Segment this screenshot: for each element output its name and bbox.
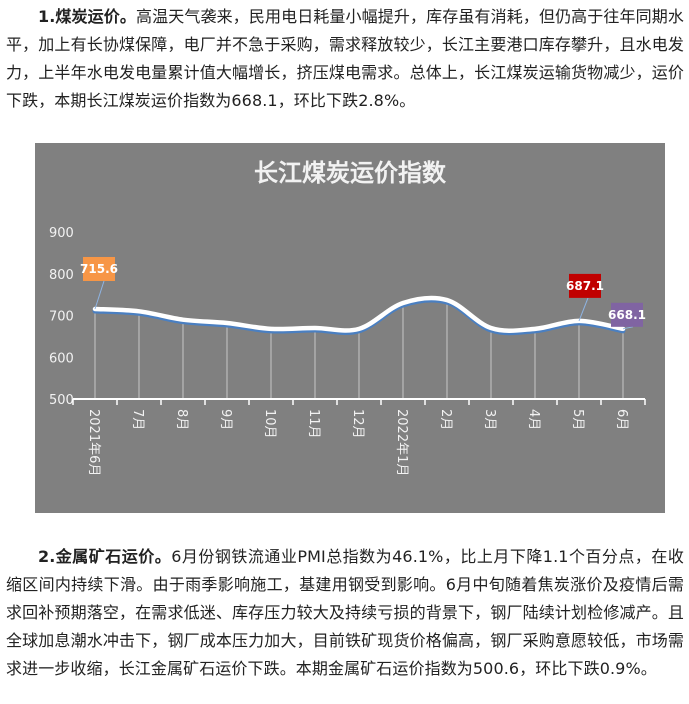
- x-tick-label: 8月: [174, 409, 189, 430]
- coal-freight-index-chart: 长江煤炭运价指数 500 600 700 800 900 2021年6月 7月 8月 9月 10…: [35, 143, 665, 513]
- y-tick-label: 500: [49, 393, 74, 408]
- metal-ore-freight-paragraph: 2.金属矿石运价。6月份钢铁流通业PMI总指数为46.1%，比上月下降1.1个百…: [6, 543, 684, 683]
- x-tick-label: 2021年6月: [86, 409, 101, 476]
- x-tick-label: 6月: [614, 409, 629, 430]
- data-label-leader: [622, 326, 634, 330]
- x-tick-label: 2月: [438, 409, 453, 430]
- x-tick-label: 12月: [350, 409, 365, 439]
- data-label-leader: [578, 297, 589, 322]
- data-label: 715.6: [80, 262, 118, 276]
- data-label: 668.1: [608, 308, 646, 322]
- y-tick-label: 800: [49, 268, 74, 283]
- coal-freight-paragraph: 1.煤炭运价。高温天气袭来，民用电日耗量小幅提升，库存虽有消耗，但仍高于往年同期…: [6, 3, 684, 115]
- x-tick-label: 9月: [218, 409, 233, 430]
- data-label: 687.1: [566, 279, 604, 293]
- x-tick-label: 4月: [526, 409, 541, 430]
- y-tick-label: 700: [49, 310, 74, 325]
- data-label-leader: [94, 280, 105, 310]
- x-tick-label: 3月: [482, 409, 497, 430]
- x-tick-label: 7月: [130, 409, 145, 430]
- x-tick-label: 2022年1月: [394, 409, 409, 476]
- paragraph-body: 6月份钢铁流通业PMI总指数为46.1%，比上月下降1.1个百分点，在收缩区间内…: [6, 547, 684, 678]
- paragraph-body: 高温天气袭来，民用电日耗量小幅提升，库存虽有消耗，但仍高于往年同期水平，加上有长…: [6, 7, 684, 110]
- data-label-box: [611, 302, 643, 327]
- x-tick-label: 10月: [262, 409, 277, 439]
- paragraph-heading: 2.金属矿石运价。: [38, 547, 172, 566]
- data-label-box: [83, 256, 115, 281]
- chart-title: 长江煤炭运价指数: [254, 159, 447, 187]
- paragraph-heading: 1.煤炭运价。: [38, 7, 137, 26]
- y-tick-label: 900: [49, 226, 74, 241]
- series-line: [92, 295, 626, 333]
- y-tick-label: 600: [49, 351, 74, 366]
- data-label-box: [569, 273, 601, 298]
- chart-svg: 长江煤炭运价指数 500 600 700 800 900 2021年6月 7月 8月 9月 10…: [49, 159, 646, 476]
- x-tick-label: 5月: [570, 409, 585, 430]
- x-tick-label: 11月: [306, 409, 321, 439]
